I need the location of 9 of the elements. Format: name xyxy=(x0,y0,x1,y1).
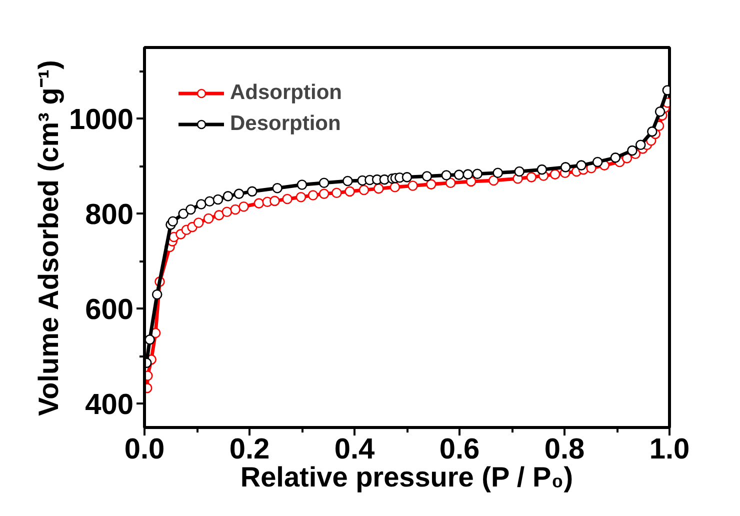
x-tick-label: 0.0 xyxy=(124,434,165,466)
y-axis-title: Volume Adsorbed (cm³ g⁻¹) xyxy=(32,60,64,416)
y-tick-label: 400 xyxy=(85,388,134,421)
legend-label: Desorption xyxy=(230,112,341,136)
legend-label: Adsorption xyxy=(230,81,342,105)
y-tick-label: 600 xyxy=(85,294,134,326)
y-tick-label: 800 xyxy=(85,198,134,231)
x-tick-label: 1.0 xyxy=(649,434,690,466)
y-tick-label: 1000 xyxy=(68,104,134,136)
